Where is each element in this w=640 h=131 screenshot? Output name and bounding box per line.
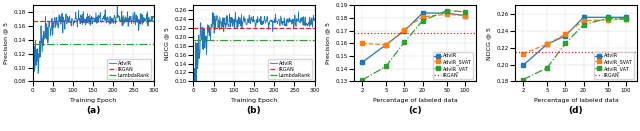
LambdaRank	[190, 39, 198, 41]
AdvIR	[419, 12, 426, 14]
Line: AdvIR_SVAT: AdvIR_SVAT	[521, 17, 628, 55]
AdvIR	[300, 22, 308, 24]
Line: AdvIR: AdvIR	[33, 6, 154, 78]
Title: (c): (c)	[408, 106, 422, 115]
Legend: AdvIR, IRGAN, LambdaRank: AdvIR, IRGAN, LambdaRank	[108, 59, 151, 79]
AdvIR	[113, 5, 121, 7]
AdvIR	[292, 26, 300, 27]
AdvIR_SVAT	[401, 29, 408, 30]
Legend: AdvIR, AdvIR_SVAT, AdvIR_VAT, IRGAN: AdvIR, AdvIR_SVAT, AdvIR_VAT, IRGAN	[433, 52, 473, 79]
AdvIR	[103, 17, 111, 18]
AdvIR	[150, 16, 157, 18]
AdvIR_VAT	[543, 67, 551, 69]
AdvIR_VAT	[461, 11, 468, 13]
AdvIR_SVAT	[461, 15, 468, 16]
AdvIR	[358, 62, 366, 63]
AdvIR	[264, 22, 272, 24]
Line: AdvIR: AdvIR	[521, 16, 628, 67]
Line: AdvIR: AdvIR	[194, 12, 315, 81]
Legend: AdvIR, AdvIR_SVAT, AdvIR_VAT, IRGAN: AdvIR, AdvIR_SVAT, AdvIR_VAT, IRGAN	[593, 52, 634, 79]
AdvIR_VAT	[561, 43, 569, 44]
AdvIR	[131, 15, 139, 17]
AdvIR	[262, 20, 270, 21]
AdvIR_SVAT	[382, 44, 390, 45]
AdvIR	[294, 11, 302, 13]
AdvIR	[461, 15, 468, 16]
Y-axis label: Precision @ 5: Precision @ 5	[325, 22, 330, 64]
AdvIR_SVAT	[622, 18, 630, 20]
Y-axis label: Precision @ 5: Precision @ 5	[3, 22, 8, 64]
Line: AdvIR_VAT: AdvIR_VAT	[360, 9, 467, 82]
Line: AdvIR_SVAT: AdvIR_SVAT	[360, 13, 467, 47]
AdvIR_SVAT	[580, 20, 588, 21]
AdvIR	[561, 35, 569, 37]
AdvIR_VAT	[580, 24, 588, 26]
AdvIR_SVAT	[358, 43, 366, 44]
AdvIR	[543, 43, 551, 45]
Line: AdvIR: AdvIR	[360, 11, 467, 64]
Title: (b): (b)	[247, 106, 261, 115]
AdvIR_SVAT	[419, 16, 426, 18]
AdvIR_VAT	[419, 20, 426, 21]
AdvIR	[604, 17, 611, 18]
AdvIR	[311, 18, 319, 19]
Line: AdvIR_VAT: AdvIR_VAT	[521, 16, 628, 81]
LambdaRank	[29, 43, 36, 45]
AdvIR_SVAT	[443, 13, 451, 15]
AdvIR	[622, 17, 630, 18]
AdvIR	[101, 19, 109, 21]
AdvIR	[443, 12, 451, 14]
LambdaRank	[29, 43, 36, 45]
IRGAN	[189, 28, 197, 29]
AdvIR	[29, 72, 37, 74]
Title: (a): (a)	[86, 106, 100, 115]
AdvIR_VAT	[443, 10, 451, 11]
AdvIR	[29, 77, 36, 79]
AdvIR	[191, 75, 198, 77]
IRGAN	[29, 21, 36, 22]
X-axis label: Training Epoch: Training Epoch	[70, 98, 116, 103]
Title: (d): (d)	[569, 106, 583, 115]
Y-axis label: NDCG @ 5: NDCG @ 5	[486, 27, 492, 60]
AdvIR_SVAT	[519, 53, 527, 54]
IRGAN	[190, 28, 198, 29]
LambdaRank	[189, 39, 197, 41]
AdvIR_SVAT	[561, 33, 569, 35]
AdvIR_VAT	[382, 66, 390, 67]
AdvIR	[401, 30, 408, 32]
AdvIR	[139, 15, 147, 16]
IRGAN	[501, 51, 509, 53]
AdvIR	[262, 22, 269, 23]
AdvIR_VAT	[358, 79, 366, 81]
AdvIR_VAT	[401, 41, 408, 43]
AdvIR_SVAT	[604, 19, 611, 21]
AdvIR	[191, 81, 199, 82]
AdvIR	[580, 17, 588, 18]
AdvIR_VAT	[519, 79, 527, 81]
AdvIR	[382, 44, 390, 45]
X-axis label: Percentage of labeled data: Percentage of labeled data	[372, 98, 458, 103]
Y-axis label: NDCG @ 5: NDCG @ 5	[164, 27, 170, 60]
X-axis label: Percentage of labeled data: Percentage of labeled data	[534, 98, 618, 103]
AdvIR	[100, 13, 108, 15]
IRGAN	[29, 21, 36, 22]
AdvIR_SVAT	[543, 43, 551, 45]
AdvIR_VAT	[622, 18, 630, 20]
Legend: AdvIR, IRGAN, LambdaRank: AdvIR, IRGAN, LambdaRank	[268, 59, 312, 79]
AdvIR	[190, 80, 198, 81]
AdvIR	[519, 65, 527, 66]
AdvIR_VAT	[604, 17, 611, 19]
X-axis label: Training Epoch: Training Epoch	[231, 98, 277, 103]
IRGAN	[340, 32, 348, 34]
